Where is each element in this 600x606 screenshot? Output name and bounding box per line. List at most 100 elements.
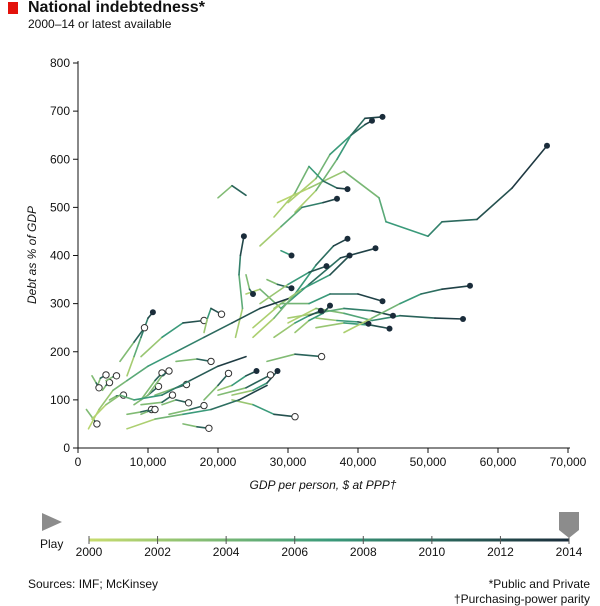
trail-segment: [420, 288, 443, 295]
trail-segment: [239, 235, 245, 257]
latest-year-point[interactable]: [544, 142, 550, 149]
latest-available-point[interactable]: [112, 372, 121, 380]
latest-available-point[interactable]: [217, 310, 226, 318]
trail-segment: [206, 307, 212, 319]
trail-segment: [294, 264, 317, 295]
trail-segment: [105, 394, 121, 406]
trail-segment: [238, 273, 244, 310]
timeline-year-label[interactable]: 2002: [144, 545, 171, 559]
latest-available-point[interactable]: [140, 324, 149, 332]
latest-year-point[interactable]: [288, 252, 295, 259]
latest-year-point[interactable]: [379, 113, 386, 120]
latest-available-point[interactable]: [184, 399, 193, 407]
country-trail: [105, 372, 121, 382]
latest-year-point[interactable]: [379, 298, 386, 305]
latest-year-point[interactable]: [323, 263, 330, 270]
trail-segment: [427, 221, 443, 237]
x-axis-title: GDP per person, $ at PPP†: [250, 478, 397, 492]
latest-year-point[interactable]: [253, 368, 260, 374]
latest-year-point[interactable]: [288, 285, 295, 292]
latest-available-point[interactable]: [151, 405, 159, 414]
play-button[interactable]: [42, 513, 62, 531]
trail-segment: [245, 273, 251, 291]
timeline-year-label[interactable]: 2000: [76, 545, 103, 559]
y-tick-label: 700: [50, 104, 70, 118]
trail-segment: [339, 247, 377, 259]
trail-segment: [245, 374, 272, 389]
latest-available-point[interactable]: [291, 413, 299, 421]
latest-available-point[interactable]: [95, 384, 103, 392]
timeline-year-label[interactable]: 2006: [281, 545, 308, 559]
trail-segment: [147, 374, 163, 396]
trail-segment: [315, 245, 335, 266]
latest-year-point[interactable]: [327, 302, 333, 309]
latest-year-point[interactable]: [467, 282, 473, 289]
latest-year-point[interactable]: [390, 312, 396, 319]
latest-available-point[interactable]: [207, 357, 215, 366]
trail-segment: [217, 184, 233, 199]
trail-segment: [259, 297, 289, 310]
trail-segment: [85, 408, 95, 420]
country-trail: [234, 233, 247, 339]
country-trail: [294, 302, 333, 334]
latest-year-point[interactable]: [317, 307, 324, 314]
timeline-year-label[interactable]: 2012: [487, 545, 514, 559]
timeline-slider[interactable]: 2000 2002 2004 2006 2008 2010 2012 2014: [76, 536, 583, 559]
trail-segment: [301, 201, 324, 209]
latest-available-point[interactable]: [224, 369, 233, 378]
trail-segment: [294, 319, 310, 334]
latest-year-point[interactable]: [365, 320, 372, 327]
country-trail: [147, 367, 173, 396]
play-label: Play: [40, 537, 64, 551]
y-tick-label: 0: [63, 441, 70, 455]
country-trail: [266, 352, 326, 363]
timeline-handle-icon[interactable]: [559, 512, 579, 538]
trails-layer: [85, 113, 550, 432]
latest-year-point[interactable]: [369, 117, 375, 124]
latest-year-point[interactable]: [240, 233, 247, 240]
latest-available-point[interactable]: [102, 371, 110, 379]
latest-year-point[interactable]: [274, 368, 281, 374]
footnote-ppp: †Purchasing-power parity: [453, 592, 590, 606]
latest-year-point[interactable]: [334, 195, 340, 202]
country-trail: [101, 378, 114, 392]
timeline-year-label[interactable]: 2010: [419, 545, 446, 559]
trail-segment: [133, 394, 163, 401]
trail-segment: [231, 389, 254, 396]
latest-year-point[interactable]: [372, 245, 379, 252]
latest-year-point[interactable]: [149, 309, 156, 316]
country-trail: [168, 401, 208, 416]
latest-year-point[interactable]: [386, 325, 393, 332]
latest-available-point[interactable]: [154, 382, 163, 391]
latest-available-point[interactable]: [205, 424, 213, 432]
trail-segment: [441, 218, 478, 223]
country-trail: [315, 317, 372, 327]
x-tick-label: 20,000: [200, 455, 237, 469]
x-tick-label: 40,000: [340, 455, 377, 469]
latest-available-point[interactable]: [168, 391, 177, 399]
country-trail: [273, 307, 324, 339]
timeline-year-label[interactable]: 2008: [350, 545, 377, 559]
latest-year-point[interactable]: [346, 252, 353, 259]
latest-year-point[interactable]: [250, 291, 256, 297]
latest-available-point[interactable]: [93, 420, 101, 428]
trail-segment: [294, 165, 310, 194]
latest-available-point[interactable]: [165, 367, 173, 375]
country-trail: [276, 142, 550, 237]
latest-available-point[interactable]: [317, 352, 326, 361]
timeline-track[interactable]: [89, 538, 569, 542]
trail-segment: [133, 336, 142, 358]
y-axis-title: Debt as % of GDP: [25, 206, 39, 304]
latest-year-point[interactable]: [344, 186, 351, 193]
timeline-year-label[interactable]: 2004: [213, 545, 240, 559]
trail-segment: [140, 410, 149, 416]
trail-segment: [273, 322, 296, 339]
timeline-year-label[interactable]: 2014: [556, 545, 583, 559]
latest-available-point[interactable]: [266, 371, 275, 379]
country-trail: [280, 249, 295, 259]
trail-segment: [434, 317, 464, 320]
latest-year-point[interactable]: [460, 316, 466, 322]
latest-year-point[interactable]: [344, 235, 351, 242]
latest-available-point[interactable]: [200, 401, 208, 410]
